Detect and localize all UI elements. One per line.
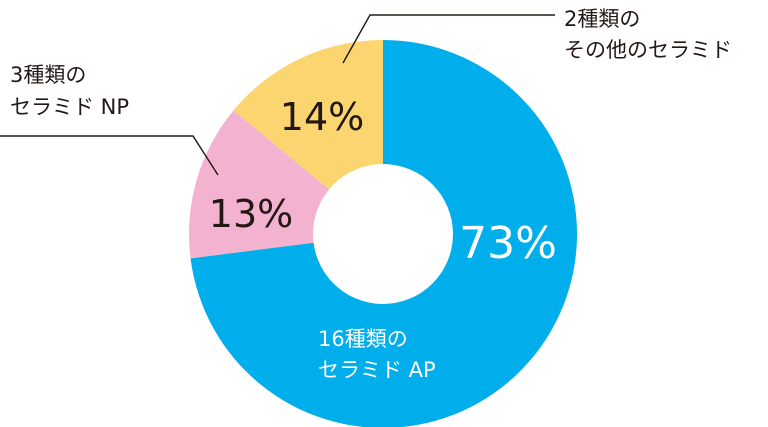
leader-lines — [0, 14, 555, 176]
leader-line-other — [342, 14, 555, 64]
callout-np-line2: セラミド NP — [10, 95, 129, 119]
donut-hole — [313, 164, 453, 304]
callout-other-line2: その他のセラミド — [564, 38, 732, 62]
value-label-other: 14% — [280, 95, 364, 139]
value-label-ap: 73% — [459, 218, 557, 269]
callout-other-line1: 2種類の — [564, 7, 640, 31]
slice-label-ap-line1: 16種類の — [318, 327, 408, 351]
leader-line-np — [0, 135, 219, 176]
value-label-np: 13% — [209, 192, 293, 236]
slice-label-ap-line2: セラミド AP — [318, 358, 436, 382]
callout-np-line1: 3種類の — [10, 63, 86, 87]
